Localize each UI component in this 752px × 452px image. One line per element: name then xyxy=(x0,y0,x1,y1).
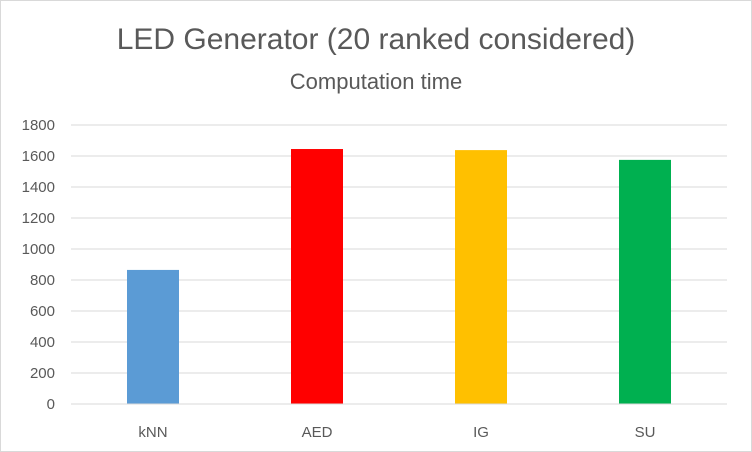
x-tick-label: IG xyxy=(473,424,489,441)
y-tick-label: 200 xyxy=(30,365,55,382)
y-tick-label: 800 xyxy=(30,272,55,289)
chart-title: LED Generator (20 ranked considered) xyxy=(116,23,636,56)
bar-knn xyxy=(127,269,179,404)
y-tick-label: 0 xyxy=(47,396,55,413)
y-tick-label: 1200 xyxy=(22,210,55,227)
chart-subtitle: Computation time xyxy=(289,69,463,94)
y-tick-label: 1400 xyxy=(22,179,55,196)
bar-su xyxy=(619,159,671,404)
bar-aed xyxy=(291,149,343,404)
y-tick-label: 1000 xyxy=(22,241,55,258)
bar-ig xyxy=(455,150,507,404)
y-tick-label: 600 xyxy=(30,303,55,320)
y-tick-label: 1600 xyxy=(22,148,55,165)
y-tick-label: 400 xyxy=(30,334,55,351)
y-tick-label: 1800 xyxy=(22,117,55,134)
x-tick-label: kNN xyxy=(138,424,167,441)
x-tick-label: AED xyxy=(302,424,333,441)
x-tick-label: SU xyxy=(635,424,656,441)
